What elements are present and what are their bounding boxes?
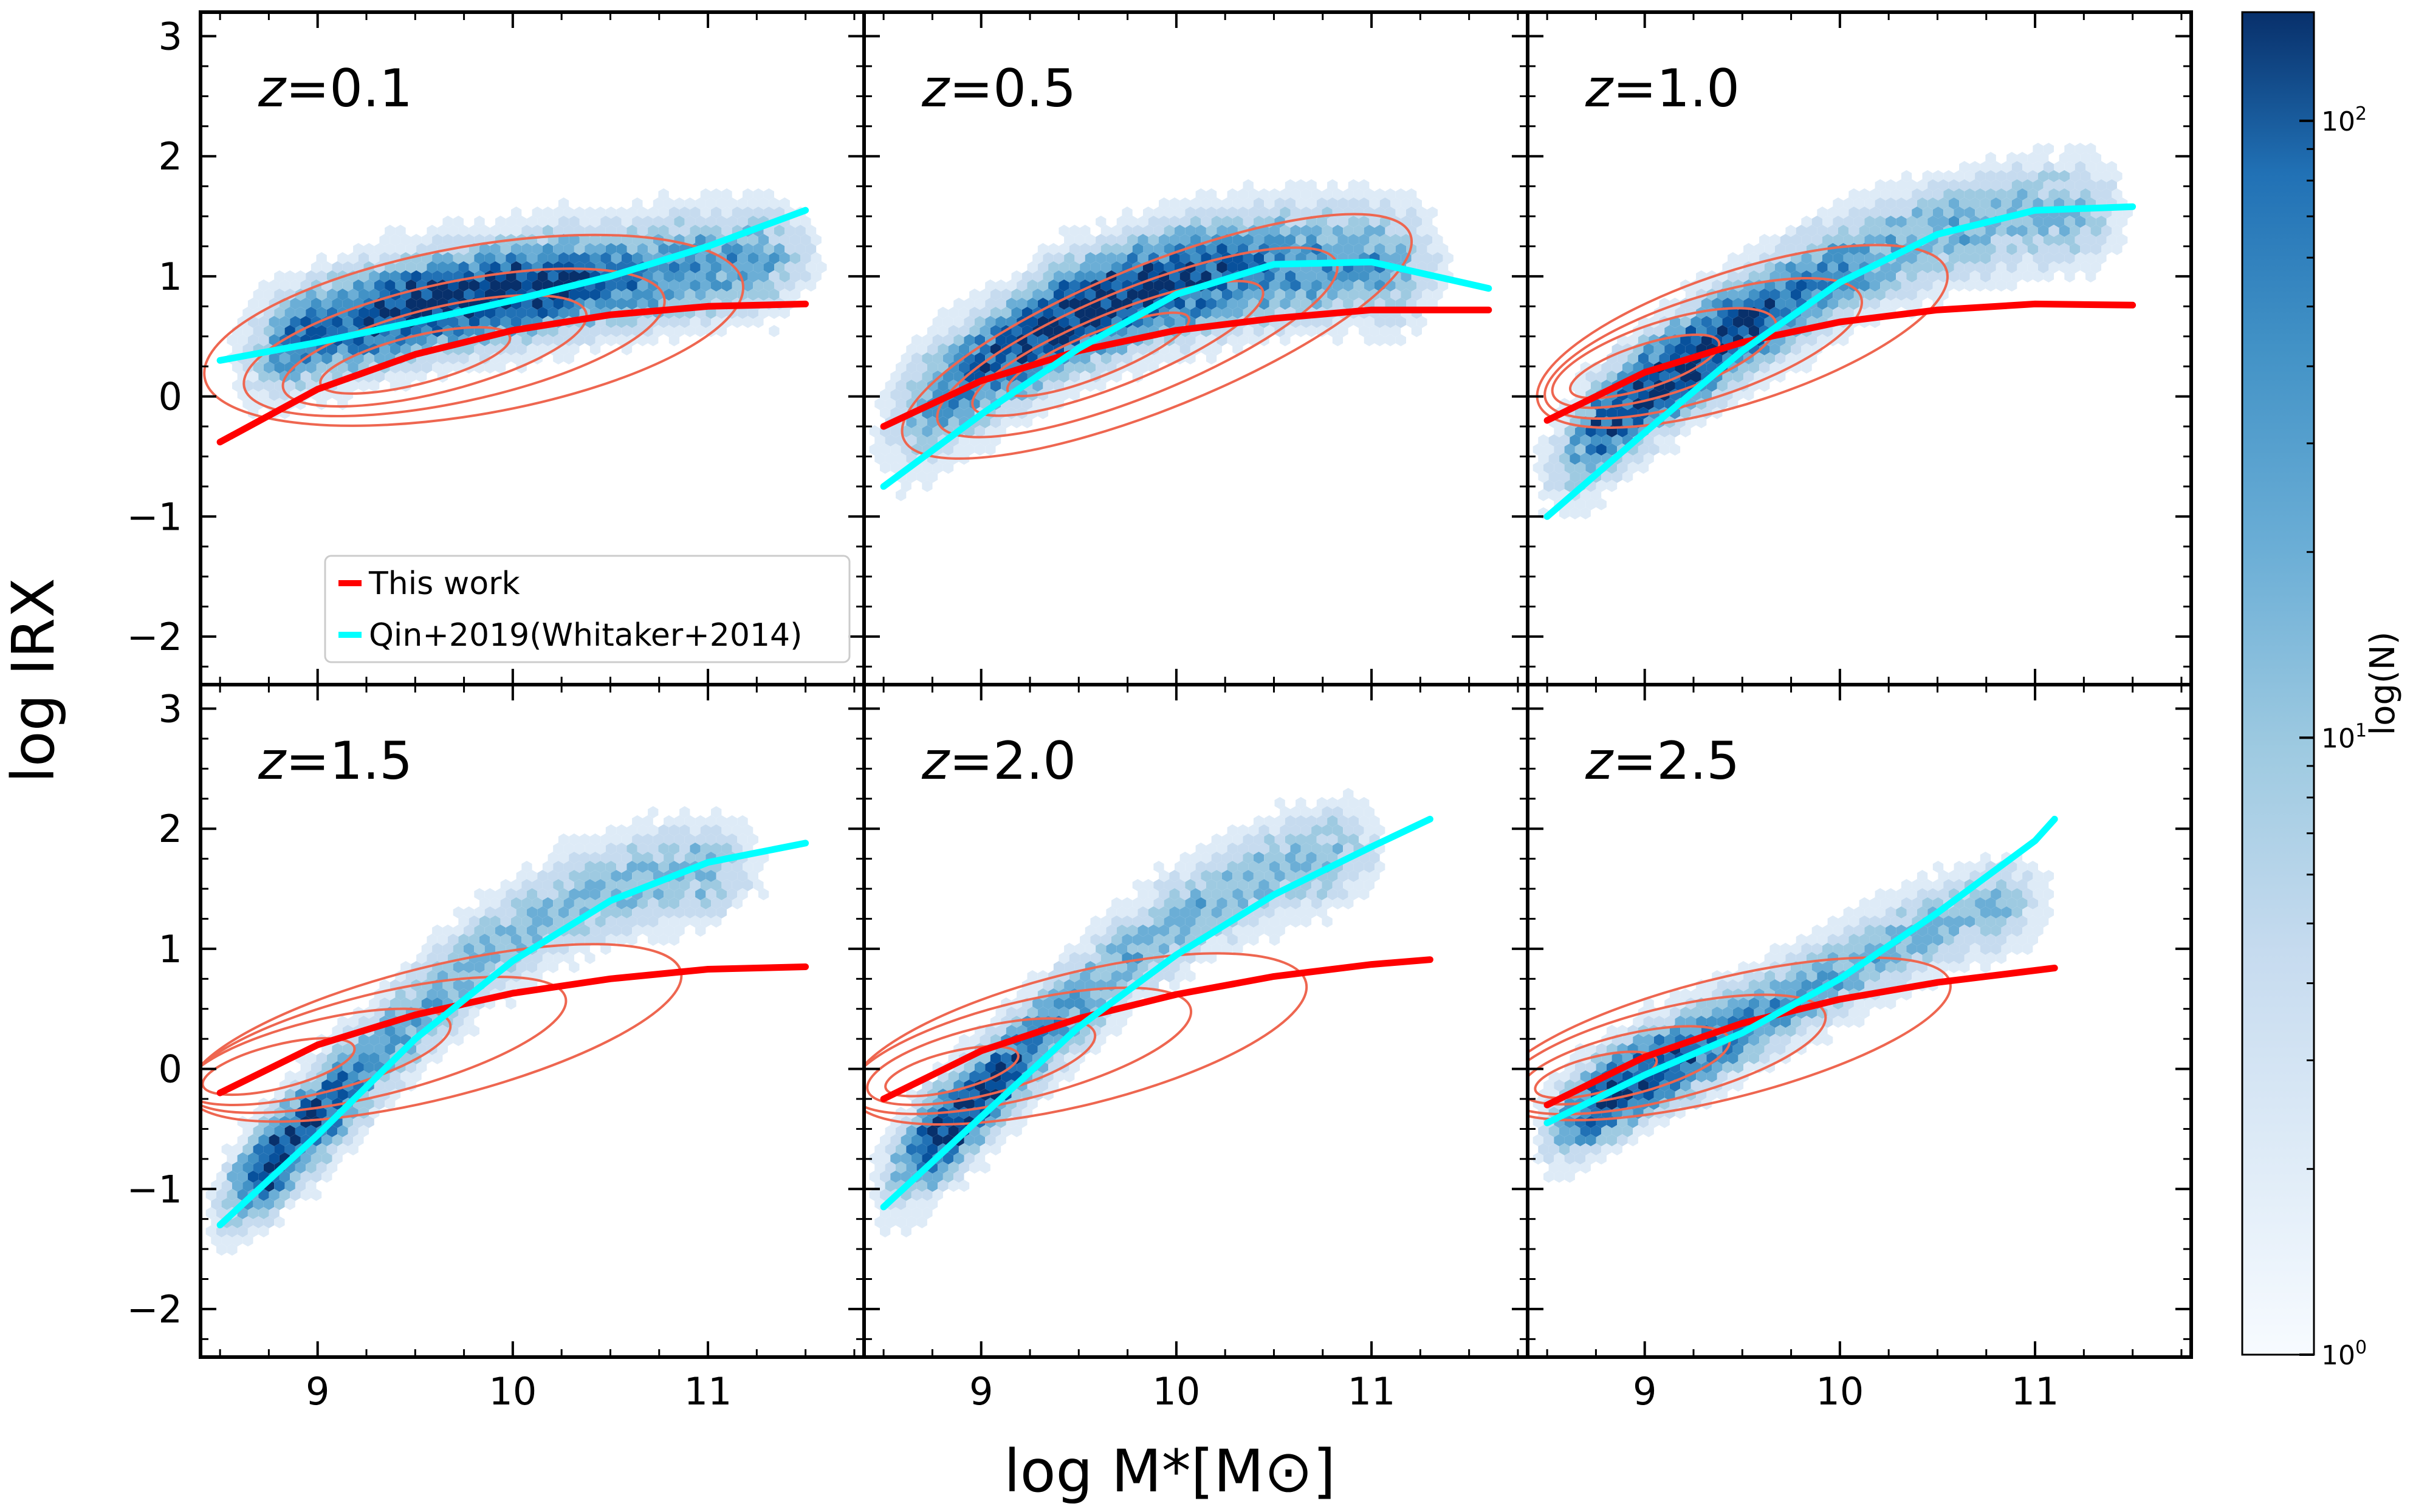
legend-label-this-work: This work (368, 566, 520, 602)
this-work-curve (216, 963, 809, 1096)
panel-ticks (1528, 12, 2191, 685)
x-tick-label: 11 (1348, 1369, 1396, 1414)
hexbin-density (1532, 143, 2133, 519)
density-contours (864, 952, 1308, 1126)
contour-level-4 (1568, 334, 1721, 400)
panel-redshift-label: z=0.1 (258, 58, 413, 119)
panel-redshift-label: z=1.0 (1585, 58, 1740, 119)
panel-6: 9 10 11 z=2.5 (1526, 683, 2193, 1414)
density-contours (1536, 244, 1949, 429)
panel-1: −2 −1 0 1 2 3 z=0.1 (127, 10, 866, 686)
x-tick-label: 10 (1816, 1369, 1864, 1414)
legend: This work Qin+2019(Whitaker+2014) (324, 555, 851, 663)
panel-plot-area (869, 179, 1492, 501)
colorbar: 100 101 102 log(N) (2241, 11, 2403, 1371)
panel-3: z=1.0 (1526, 10, 2193, 686)
contour-level-3 (201, 1007, 452, 1106)
legend-frame (324, 555, 851, 663)
colorbar-tick-label: 102 (2321, 103, 2367, 137)
panel-frame (1526, 683, 2193, 1359)
panel-plot-area (864, 788, 1433, 1237)
contour-level-4 (1534, 1050, 1658, 1100)
panel-plot-area (1528, 815, 2058, 1183)
contour-level-2 (864, 987, 1193, 1115)
hexbin-density (869, 179, 1454, 501)
legend-label-qin2019: Qin+2019(Whitaker+2014) (369, 617, 802, 654)
panel-redshift-label: z=2.5 (1585, 731, 1740, 792)
contour-level-4 (884, 1045, 1020, 1098)
x-tick-label: 11 (684, 1369, 732, 1414)
qin2019-curve (216, 840, 809, 1229)
y-axis-title: log IRX (0, 578, 67, 783)
x-tick-label: 9 (306, 1369, 329, 1414)
this-work-curve (880, 306, 1492, 430)
y-tick-label: 2 (159, 134, 182, 179)
panel-ticks (201, 685, 864, 1357)
panel-ticks (864, 685, 1528, 1357)
panel-plot-area (201, 806, 809, 1256)
density-contours (203, 233, 745, 427)
panels: −2 −1 0 1 2 3 z=0.1 z=0.5 z=1.0 −2 −1 0 1 2 3 9 10 11 z=1.… (127, 10, 2193, 1414)
y-tick-label: 2 (159, 807, 182, 851)
qin2019-curve (1543, 203, 2137, 520)
contour-level-1 (901, 213, 1413, 460)
contour-level-1 (203, 233, 745, 427)
contour-level-2 (1528, 993, 1827, 1116)
qin2019-curve (1543, 815, 2058, 1126)
y-tick-label: 0 (159, 1047, 182, 1092)
qin2019-curve (216, 207, 809, 364)
contour-level-3 (1551, 307, 1777, 409)
this-work-curve (880, 956, 1433, 1103)
y-tick-label: 3 (159, 15, 182, 59)
contour-level-2 (242, 267, 666, 417)
colorbar-label: log(N) (2363, 632, 2403, 736)
contour-level-3 (281, 294, 588, 408)
hexbin-density (1532, 852, 2054, 1183)
y-tick-label: −2 (127, 615, 182, 659)
colorbar-tick-label: 100 (2321, 1337, 2367, 1371)
panel-plot-area (203, 188, 827, 446)
y-tick-label: 1 (159, 927, 182, 971)
panel-redshift-label: z=1.5 (258, 731, 413, 792)
this-work-curve (216, 300, 809, 446)
y-tick-label: −1 (127, 1167, 182, 1211)
contour-level-4 (319, 326, 512, 395)
panel-4: −2 −1 0 1 2 3 9 10 11 z=1.5 (127, 683, 866, 1414)
x-tick-label: 10 (489, 1369, 537, 1414)
contour-level-2 (1543, 276, 1864, 420)
qin2019-curve (880, 815, 1433, 1211)
qin2019-curve (880, 258, 1492, 490)
y-tick-label: −1 (127, 494, 182, 539)
panel-2: z=0.5 (862, 10, 1529, 686)
contour-level-2 (201, 976, 568, 1114)
x-tick-label: 9 (1633, 1369, 1656, 1414)
panel-redshift-label: z=2.0 (921, 731, 1076, 792)
panel-ticks (1528, 685, 2191, 1357)
x-tick-label: 10 (1152, 1369, 1200, 1414)
contour-level-4 (201, 1037, 356, 1096)
contour-level-4 (1006, 311, 1190, 398)
x-axis-title: log M*[M⊙] (1004, 1437, 1336, 1505)
colorbar-ticks: 100 101 102 (2299, 103, 2367, 1371)
this-work-curve (1543, 300, 2137, 424)
y-tick-label: 3 (159, 687, 182, 731)
y-tick-label: 0 (159, 375, 182, 419)
this-work-curve (1543, 965, 2058, 1109)
colorbar-fill (2241, 11, 2315, 1356)
panel-redshift-label: z=0.5 (921, 58, 1076, 119)
contour-level-3 (866, 1017, 1097, 1106)
colorbar-tick-label: 101 (2321, 720, 2367, 754)
contour-level-1 (864, 952, 1308, 1126)
panel-ticks (201, 12, 864, 685)
x-tick-label: 9 (969, 1369, 993, 1414)
x-tick-label: 11 (2011, 1369, 2059, 1414)
y-tick-label: −2 (127, 1287, 182, 1332)
panel-plot-area (1532, 143, 2137, 520)
y-tick-label: 1 (159, 255, 182, 299)
panel-5: 9 10 11 z=2.0 (862, 683, 1529, 1414)
contour-level-1 (1536, 244, 1949, 429)
contour-level-3 (971, 279, 1265, 417)
